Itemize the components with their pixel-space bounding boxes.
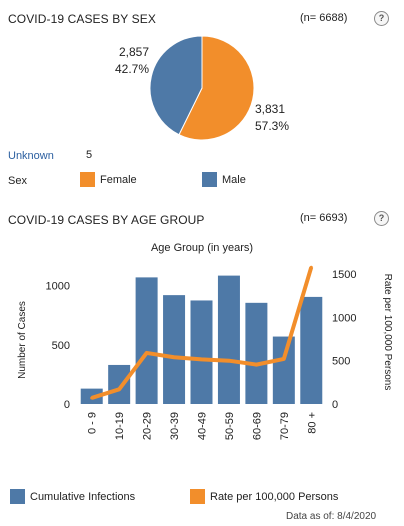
y-tick-left-label: 500 bbox=[52, 340, 70, 352]
sex-n-count: (n= 6688) bbox=[300, 12, 348, 24]
bar-3[interactable] bbox=[135, 277, 158, 404]
rate-line-group bbox=[90, 265, 314, 400]
cumulative-infections-legend-label[interactable]: Cumulative Infections bbox=[30, 491, 136, 503]
x-tick-label: 20-29 bbox=[142, 412, 154, 440]
pie-slice-female[interactable] bbox=[178, 35, 255, 141]
pie-slice-male[interactable] bbox=[149, 35, 203, 136]
data-as-of: Data as of: 8/4/2020 bbox=[286, 511, 377, 522]
rate-legend-swatch[interactable] bbox=[190, 489, 205, 504]
rate-point-5[interactable] bbox=[200, 357, 203, 361]
male-count-label: 2,857 bbox=[118, 45, 149, 59]
help-icon[interactable]: ? bbox=[374, 211, 389, 226]
cumulative-infections-legend-swatch[interactable] bbox=[10, 489, 25, 504]
bar-5[interactable] bbox=[190, 300, 213, 404]
rate-point-7[interactable] bbox=[254, 363, 258, 367]
age-n-count: (n= 6693) bbox=[300, 212, 348, 224]
rate-point-2[interactable] bbox=[117, 387, 121, 391]
female-pie-label: 3,831 57.3% bbox=[255, 101, 289, 135]
bar-8[interactable] bbox=[272, 336, 295, 404]
x-tick-label: 80 + bbox=[306, 412, 318, 434]
age-section-title: COVID-19 CASES BY AGE GROUP bbox=[8, 213, 205, 227]
x-tick-label: 50-59 bbox=[224, 412, 236, 440]
unknown-value: 5 bbox=[86, 149, 93, 161]
y-ticks-right: 0 500 1000 1500 bbox=[332, 269, 356, 411]
y-tick-right-label: 500 bbox=[332, 356, 350, 368]
x-tick-label: 40-49 bbox=[197, 412, 209, 440]
y-ticks-left: 0 500 1000 bbox=[46, 281, 70, 411]
x-tick-label: 70-79 bbox=[279, 412, 291, 440]
sex-pie-chart bbox=[149, 35, 255, 141]
male-legend-swatch[interactable] bbox=[202, 172, 217, 187]
x-tick-label: 30-39 bbox=[169, 412, 181, 440]
y-tick-right-label: 1500 bbox=[332, 269, 356, 281]
y-tick-left-label: 1000 bbox=[46, 281, 70, 293]
y-tick-right-label: 0 bbox=[332, 399, 338, 411]
female-count-label: 3,831 bbox=[255, 102, 286, 116]
y-tick-left-label: 0 bbox=[64, 399, 70, 411]
y-axis-left-label: Number of Cases bbox=[17, 301, 28, 379]
female-legend-swatch[interactable] bbox=[80, 172, 95, 187]
x-tick-label: 60-69 bbox=[251, 412, 263, 440]
x-tick-label: 0 - 9 bbox=[87, 412, 99, 434]
bar-4[interactable] bbox=[163, 295, 186, 404]
bar-9[interactable] bbox=[300, 296, 323, 404]
y-axis-right-label: Rate per 100,000 Persons bbox=[382, 274, 393, 391]
age-group-chart: Age Group (in years) Number of Cases Rat… bbox=[17, 242, 393, 440]
bar-2[interactable] bbox=[108, 364, 131, 404]
male-legend-label[interactable]: Male bbox=[222, 174, 246, 186]
rate-point-4[interactable] bbox=[172, 355, 176, 359]
bars-group bbox=[80, 275, 323, 404]
rate-point-8[interactable] bbox=[282, 357, 286, 361]
sex-legend-title: Sex bbox=[8, 175, 27, 187]
female-legend-label[interactable]: Female bbox=[100, 174, 137, 186]
x-ticks: 0 - 9 10-19 20-29 30-39 40-49 50-59 60-69 70-79… bbox=[87, 412, 319, 440]
rate-point-9[interactable] bbox=[309, 265, 313, 269]
female-percent-label: 57.3% bbox=[255, 119, 290, 133]
bar-7[interactable] bbox=[245, 302, 268, 404]
rate-point-1[interactable] bbox=[90, 396, 94, 400]
chart-title: Age Group (in years) bbox=[151, 242, 253, 254]
male-pie-label: 2,857 42.7% bbox=[95, 44, 149, 78]
rate-legend-label[interactable]: Rate per 100,000 Persons bbox=[210, 491, 339, 503]
male-percent-label: 42.7% bbox=[114, 62, 149, 76]
rate-point-6[interactable] bbox=[227, 359, 231, 363]
unknown-label: Unknown bbox=[8, 150, 54, 162]
bar-6[interactable] bbox=[217, 275, 240, 404]
y-tick-right-label: 1000 bbox=[332, 312, 356, 324]
rate-point-3[interactable] bbox=[145, 351, 149, 355]
x-tick-label: 10-19 bbox=[114, 412, 126, 440]
help-icon[interactable]: ? bbox=[374, 11, 389, 26]
sex-section-title: COVID-19 CASES BY SEX bbox=[8, 12, 156, 26]
